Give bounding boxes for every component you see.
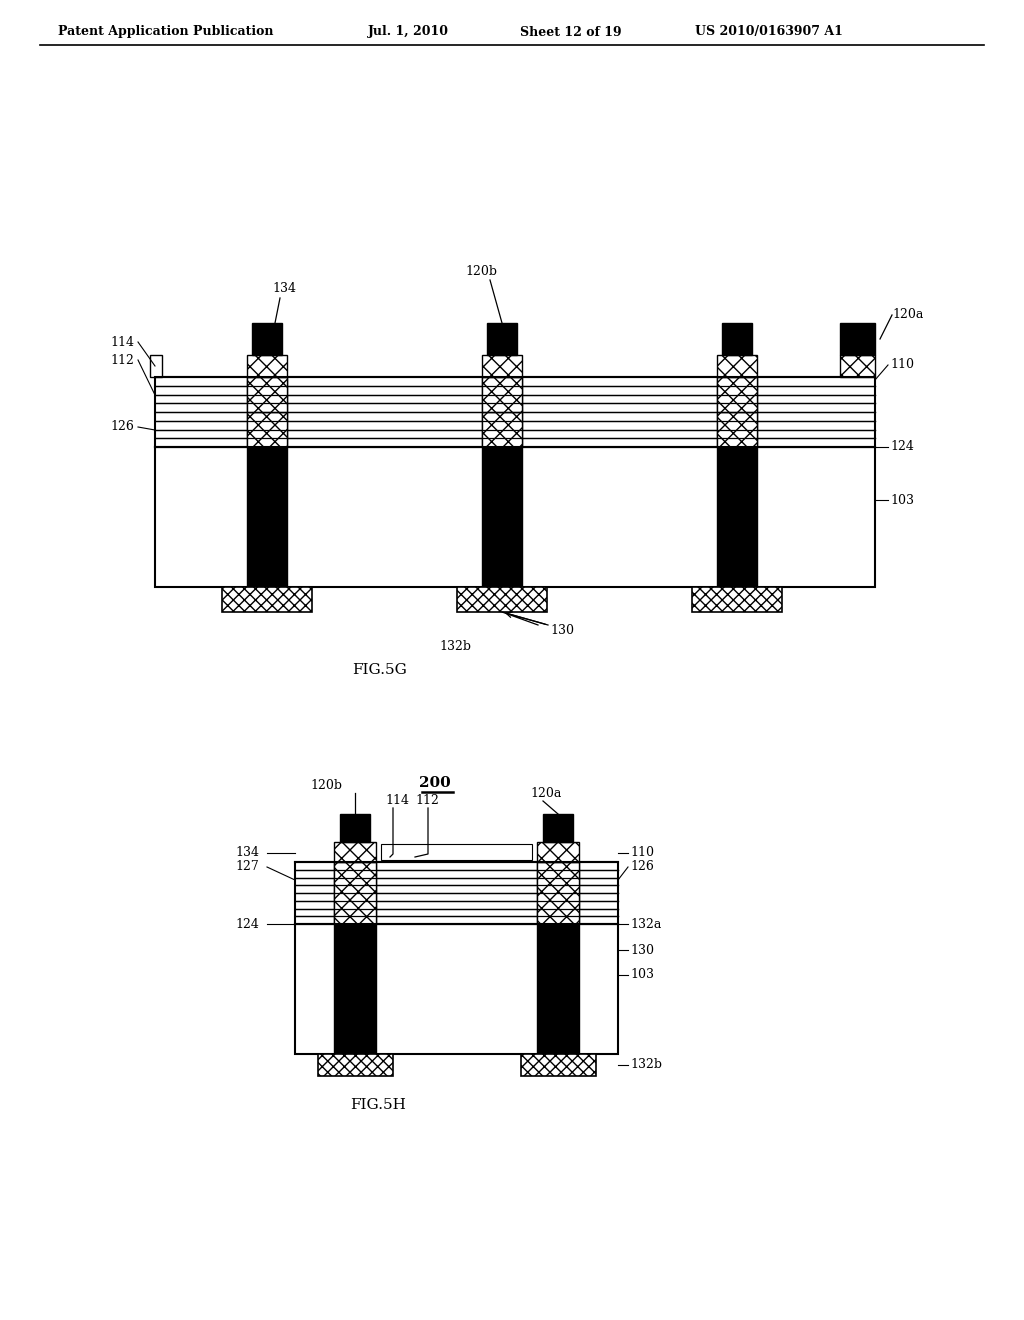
Text: FIG.5H: FIG.5H [350, 1098, 406, 1111]
Text: US 2010/0163907 A1: US 2010/0163907 A1 [695, 25, 843, 38]
Bar [155, 378, 874, 447]
Text: 114: 114 [385, 795, 409, 807]
Bar [155, 447, 874, 587]
Text: 110: 110 [890, 359, 914, 371]
Bar [340, 814, 370, 842]
Bar [318, 1053, 393, 1076]
Text: Patent Application Publication: Patent Application Publication [58, 25, 273, 38]
Text: 103: 103 [630, 969, 654, 982]
Bar [295, 924, 618, 1053]
Text: 130: 130 [550, 623, 574, 636]
Bar [537, 842, 579, 862]
Text: Jul. 1, 2010: Jul. 1, 2010 [368, 25, 449, 38]
Text: 126: 126 [630, 861, 654, 874]
Text: 134: 134 [272, 282, 296, 294]
Bar [840, 323, 874, 355]
Text: 200: 200 [419, 776, 451, 789]
Bar [722, 323, 752, 355]
Bar [717, 378, 757, 412]
Text: Sheet 12 of 19: Sheet 12 of 19 [520, 25, 622, 38]
Text: 120a: 120a [530, 787, 561, 800]
Bar [487, 323, 517, 355]
Bar [482, 412, 522, 447]
Bar [252, 323, 282, 355]
Bar [247, 378, 287, 412]
Text: 130: 130 [630, 944, 654, 957]
Bar [222, 587, 312, 612]
Bar [295, 862, 618, 924]
Text: 112: 112 [415, 795, 439, 807]
Bar [482, 355, 522, 378]
Bar [521, 1053, 596, 1076]
Text: 126: 126 [110, 421, 134, 433]
Text: 112: 112 [110, 354, 134, 367]
Text: 110: 110 [630, 846, 654, 859]
Bar [247, 378, 287, 587]
Text: 132b: 132b [439, 640, 471, 653]
Bar [482, 378, 522, 587]
Bar [543, 814, 573, 842]
Bar [717, 355, 757, 378]
Bar [840, 355, 874, 378]
Bar [247, 412, 287, 447]
Bar [457, 587, 547, 612]
Text: 132a: 132a [630, 917, 662, 931]
Bar [482, 378, 522, 412]
Text: 127: 127 [234, 861, 259, 874]
Text: 120a: 120a [892, 309, 924, 322]
Text: 114: 114 [110, 335, 134, 348]
Bar [717, 412, 757, 447]
Bar [381, 843, 532, 861]
Text: 132b: 132b [630, 1059, 662, 1072]
Bar [692, 587, 782, 612]
Text: 124: 124 [234, 917, 259, 931]
Text: 103: 103 [890, 494, 914, 507]
Text: FIG.5G: FIG.5G [352, 663, 408, 677]
Bar [247, 355, 287, 378]
Text: 120b: 120b [465, 265, 497, 279]
Bar [334, 862, 376, 1053]
Bar [537, 862, 579, 1053]
Text: 120b: 120b [310, 779, 342, 792]
Bar [150, 355, 162, 378]
Bar [717, 378, 757, 587]
Bar [334, 842, 376, 862]
Bar [537, 862, 579, 924]
Bar [334, 862, 376, 924]
Text: 134: 134 [234, 846, 259, 859]
Text: 124: 124 [890, 441, 913, 454]
